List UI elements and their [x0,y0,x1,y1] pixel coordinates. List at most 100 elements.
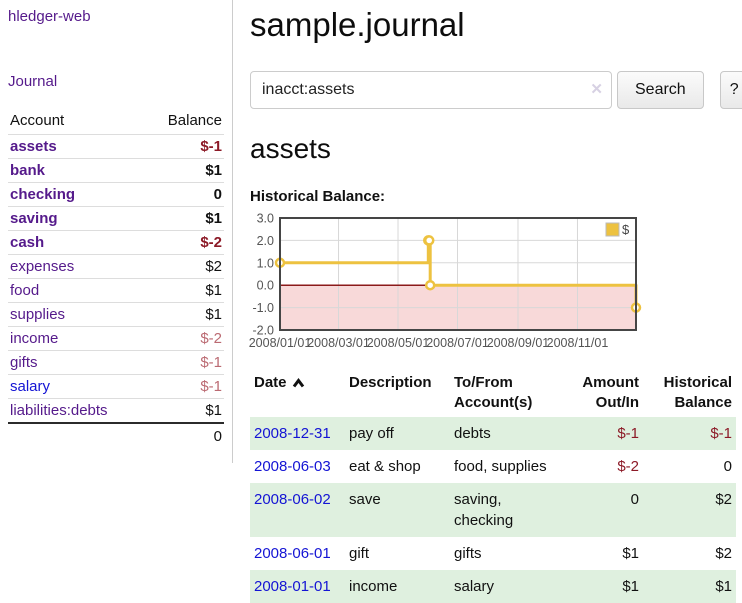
transaction-balance: $-1 [643,417,736,450]
transaction-row: 2008-12-31 pay off debts $-1 $-1 [250,417,736,450]
help-button[interactable]: ? [720,71,742,109]
transaction-balance: $2 [643,483,736,537]
transaction-amount: 0 [555,483,643,537]
accounts-table: Account Balance assets $-1 bank $1 check… [8,108,224,449]
balance-cell: $1 [145,303,224,327]
transaction-description: eat & shop [345,450,450,483]
transaction-row: 2008-06-03 eat & shop food, supplies $-2… [250,450,736,483]
transaction-amount: $1 [555,537,643,570]
transaction-date-link[interactable]: 2008-06-01 [254,545,331,562]
transaction-description: pay off [345,417,450,450]
account-link[interactable]: salary [10,378,50,395]
transaction-description: income [345,570,450,603]
account-row: cash $-2 [8,231,224,255]
accounts-total-value: 0 [145,423,224,449]
balance-cell: $2 [145,255,224,279]
main-content: sample.journal ✕ Search ? assets Histori… [233,0,742,603]
page-title: sample.journal [250,6,736,44]
transaction-date-link[interactable]: 2008-12-31 [254,425,331,442]
search-bar: ✕ Search ? [250,71,736,109]
historical-balance-chart: $3.02.01.00.0-1.0-2.02008/01/012008/03/0… [250,214,736,354]
transaction-amount: $1 [555,570,643,603]
svg-text:2008/01/01: 2008/01/01 [249,336,312,350]
balance-cell: $-2 [145,231,224,255]
sidebar: hledger-web Journal Account Balance asse… [0,0,233,463]
transaction-row: 2008-01-01 income salary $1 $1 [250,570,736,603]
transaction-description: save [345,483,450,537]
transaction-row: 2008-06-02 save saving, checking 0 $2 [250,483,736,537]
line-chart-svg: $3.02.01.00.0-1.0-2.02008/01/012008/03/0… [250,214,640,352]
chart-label: Historical Balance: [250,188,736,205]
transaction-description: gift [345,537,450,570]
account-link[interactable]: gifts [10,354,38,371]
transaction-balance: 0 [643,450,736,483]
search-button[interactable]: Search [617,71,704,109]
svg-text:2.0: 2.0 [257,234,274,248]
svg-text:$: $ [622,222,630,237]
balance-cell: $-1 [145,375,224,399]
transaction-accounts: gifts [450,537,555,570]
transaction-row: 2008-06-01 gift gifts $1 $2 [250,537,736,570]
account-link[interactable]: food [10,282,39,299]
balance-cell: $1 [145,399,224,424]
svg-text:2008/03/01: 2008/03/01 [307,336,370,350]
account-link[interactable]: checking [10,186,75,203]
account-row: assets $-1 [8,135,224,159]
account-link[interactable]: assets [10,138,57,155]
account-link[interactable]: liabilities:debts [10,402,108,419]
balance-cell: $1 [145,207,224,231]
transaction-accounts: saving, checking [450,483,555,537]
transaction-accounts: salary [450,570,555,603]
account-link[interactable]: bank [10,162,45,179]
account-link[interactable]: income [10,330,58,347]
accounts-total-row: 0 [8,423,224,449]
transaction-date-link[interactable]: 2008-01-01 [254,578,331,595]
transaction-date-link[interactable]: 2008-06-03 [254,458,331,475]
transaction-balance: $2 [643,537,736,570]
account-link[interactable]: cash [10,234,44,251]
transaction-date-link[interactable]: 2008-06-02 [254,491,331,508]
svg-text:2008/11/01: 2008/11/01 [547,336,609,350]
transaction-amount: $-1 [555,417,643,450]
accounts-column-header: Account [8,108,145,135]
transaction-balance: $1 [643,570,736,603]
svg-text:2008/07/01: 2008/07/01 [426,336,489,350]
account-link[interactable]: supplies [10,306,65,323]
account-row: supplies $1 [8,303,224,327]
balance-cell: 0 [145,183,224,207]
transaction-accounts: food, supplies [450,450,555,483]
clear-search-icon[interactable]: ✕ [590,81,603,99]
svg-text:1.0: 1.0 [257,256,274,270]
account-row: liabilities:debts $1 [8,399,224,424]
balance-cell: $1 [145,279,224,303]
transaction-accounts: debts [450,417,555,450]
accounts-total-spacer [8,423,145,449]
account-row: gifts $-1 [8,351,224,375]
description-column-header: Description [345,370,450,417]
transaction-amount: $-2 [555,450,643,483]
account-row: checking 0 [8,183,224,207]
account-row: income $-2 [8,327,224,351]
transactions-table: Date Description To/From Account(s) Amou… [250,370,736,603]
amount-column-header: Amount Out/In [555,370,643,417]
sort-ascending-icon [292,378,305,388]
balance-cell: $1 [145,159,224,183]
sidebar-item-journal[interactable]: Journal [8,73,57,90]
account-heading: assets [250,133,736,165]
search-input[interactable] [250,71,612,109]
account-link[interactable]: saving [10,210,58,227]
balance-cell: $-1 [145,135,224,159]
tofrom-column-header: To/From Account(s) [450,370,555,417]
app-root: hledger-web Journal Account Balance asse… [0,0,742,603]
svg-text:0.0: 0.0 [257,279,274,293]
account-row: saving $1 [8,207,224,231]
app-title-link[interactable]: hledger-web [8,8,232,25]
svg-text:-1.0: -1.0 [252,301,274,315]
account-row: bank $1 [8,159,224,183]
balance-cell: $-2 [145,327,224,351]
balance-cell: $-1 [145,351,224,375]
account-link[interactable]: expenses [10,258,74,275]
date-column-header[interactable]: Date [250,370,345,417]
balance-column-header: Balance [145,108,224,135]
svg-text:2008/09/01: 2008/09/01 [487,336,550,350]
